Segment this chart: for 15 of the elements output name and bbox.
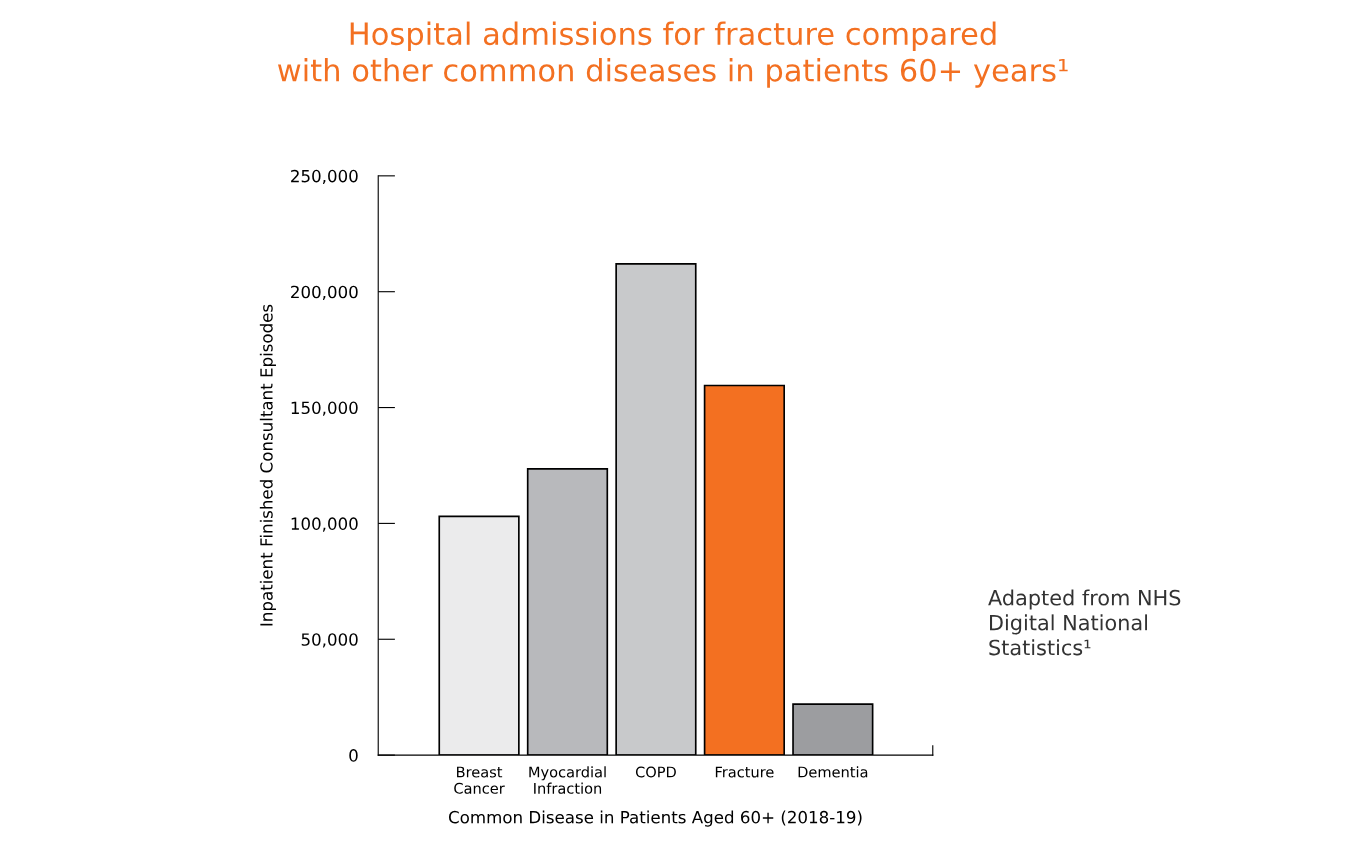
x-tick-label: Fracture <box>715 766 774 778</box>
x-axis-title: Common Disease in Patients Aged 60+ (2018-19) <box>448 810 862 827</box>
x-tick-label: Myocardial Infraction <box>529 766 606 794</box>
text: Adapted from NHS Digital National Statistics¹ <box>988 589 1181 656</box>
chart-title: Hospital admissions for fracture compared with other common diseases in patients 60+ years¹ <box>277 21 1068 88</box>
y-tick-label: 150,000 <box>291 401 358 416</box>
y-tick-label: 0 <box>349 749 358 762</box>
y-tick-label: 50,000 <box>301 633 358 648</box>
x-tick-label: Breast Cancer <box>454 766 505 794</box>
y-tick-label: 250,000 <box>291 169 358 185</box>
y-axis-title: Inpatient Finished Consultant Episodes <box>259 304 276 626</box>
y-tick-label: 200,000 <box>291 285 358 300</box>
x-tick-label: COPD <box>635 766 676 778</box>
y-tick-label: 100,000 <box>291 517 358 532</box>
x-tick-label: Dementia <box>798 766 868 778</box>
